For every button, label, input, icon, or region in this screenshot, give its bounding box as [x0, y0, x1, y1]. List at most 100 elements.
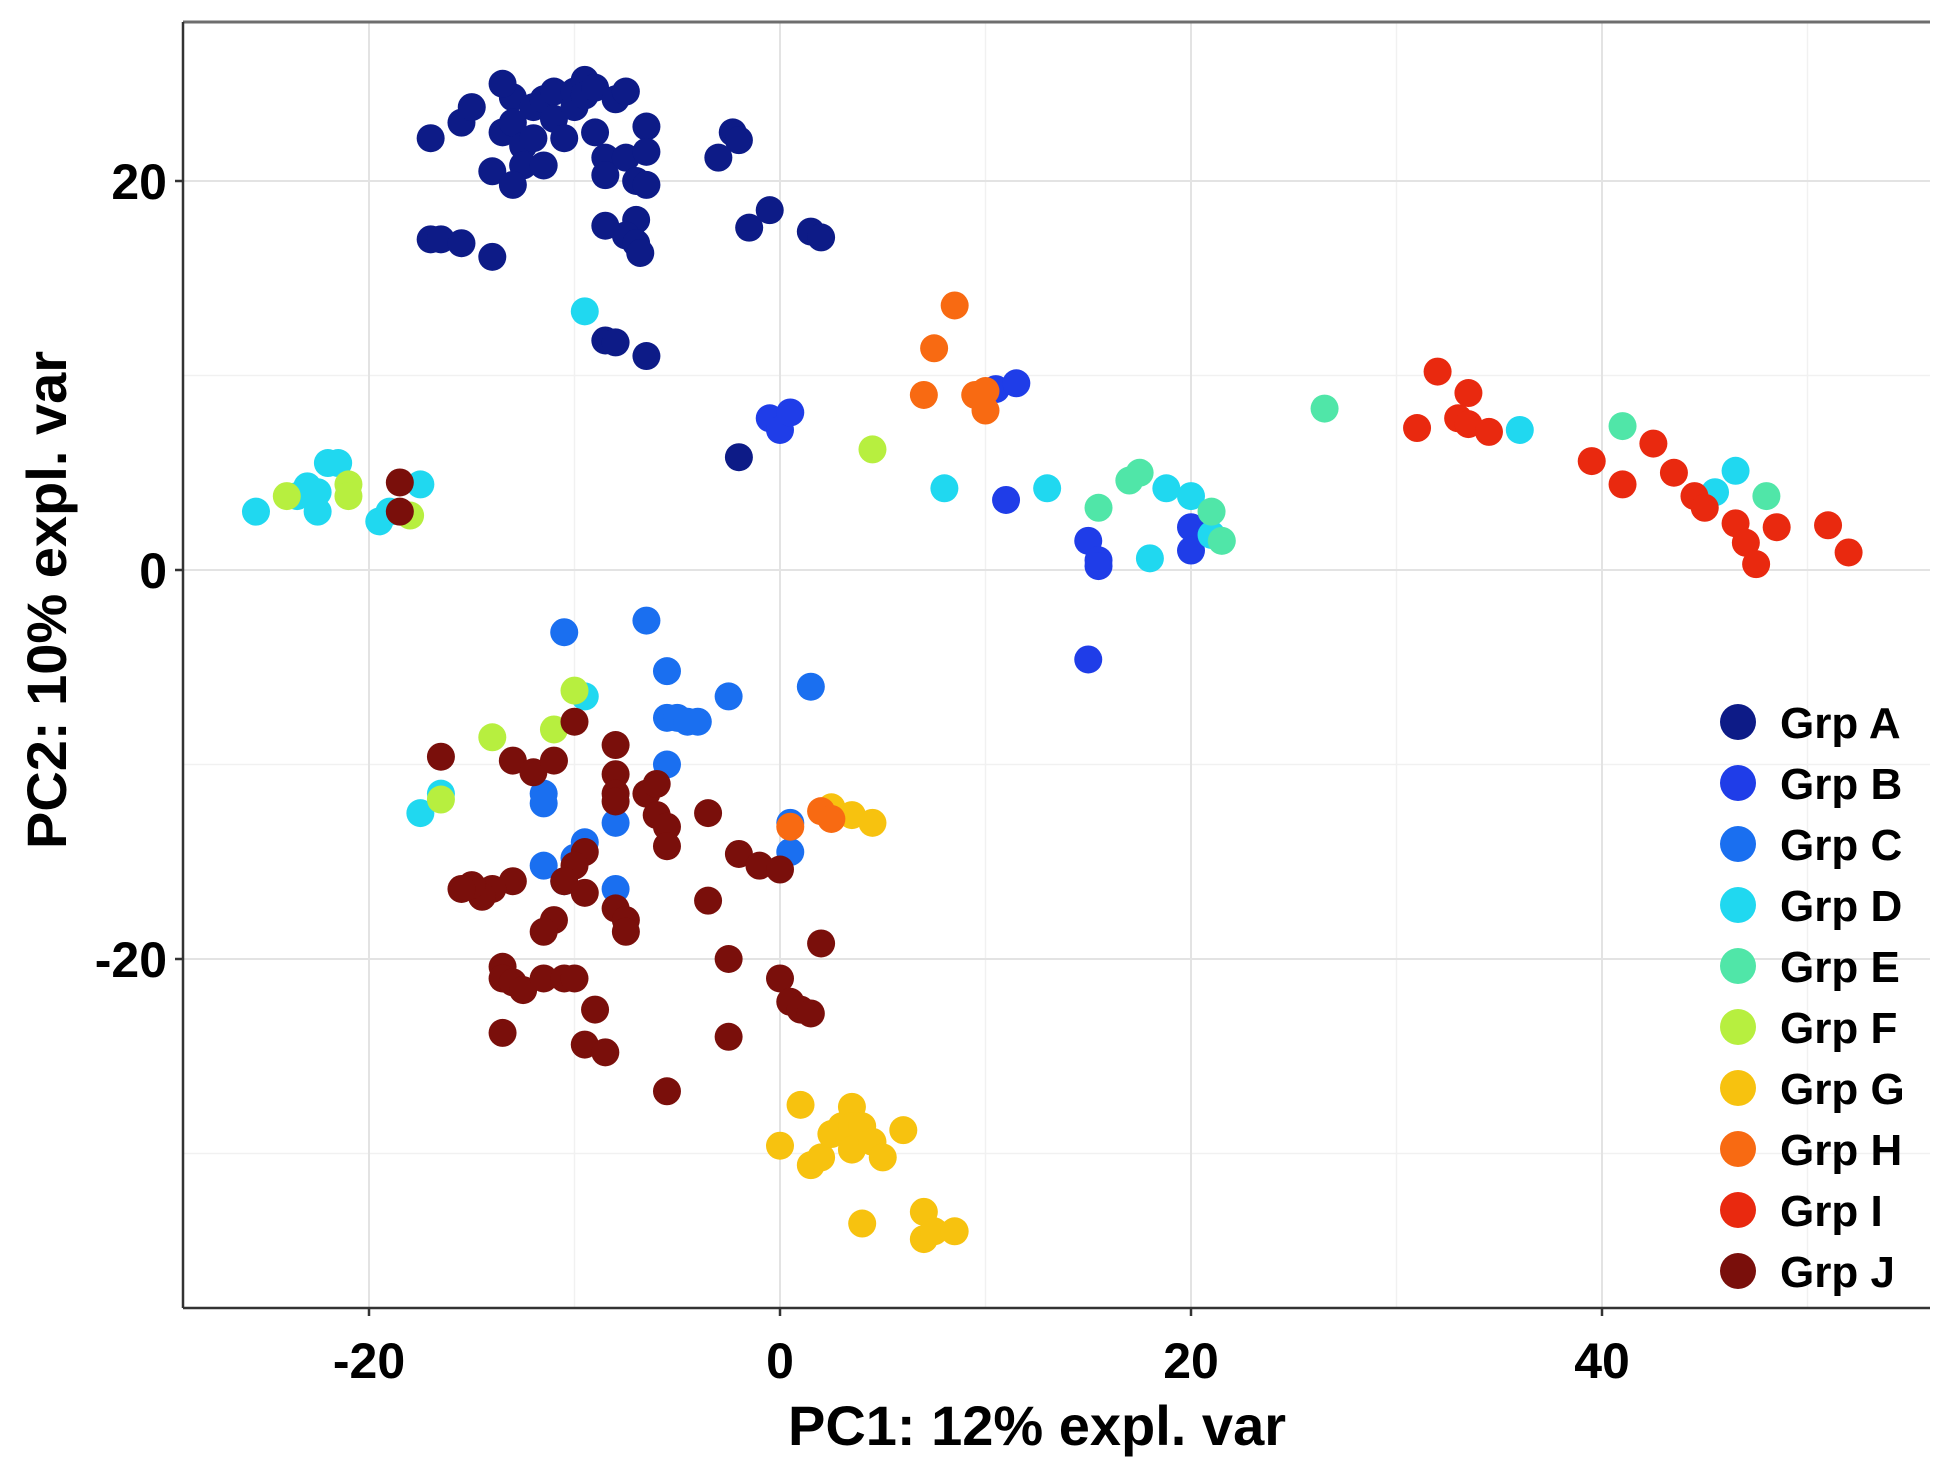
point-grp-i	[1762, 513, 1791, 542]
point-grp-j	[385, 497, 414, 526]
point-grp-j	[509, 976, 538, 1005]
point-grp-j	[611, 917, 640, 946]
point-grp-j	[642, 769, 671, 798]
point-grp-a	[591, 211, 620, 240]
point-grp-j	[560, 707, 589, 736]
point-grp-a	[581, 118, 610, 147]
point-grp-d	[1152, 474, 1181, 503]
point-grp-j	[724, 839, 753, 868]
data-points	[241, 65, 1863, 1254]
point-grp-a	[591, 161, 620, 190]
plot-frame	[181, 20, 1930, 1310]
point-grp-g	[920, 1217, 949, 1246]
point-grp-e	[1084, 493, 1113, 522]
legend-label-grp-h: Grp H	[1780, 1126, 1902, 1175]
point-grp-g	[807, 1143, 836, 1172]
point-grp-g	[858, 808, 887, 837]
point-grp-e	[1125, 458, 1154, 487]
legend-key-grp-b	[1720, 765, 1756, 801]
point-grp-d	[406, 799, 435, 828]
x-tick-label: 0	[766, 1333, 794, 1389]
grid-lines	[183, 22, 1930, 1308]
point-grp-j	[385, 468, 414, 497]
legend-key-grp-d	[1720, 887, 1756, 923]
point-grp-a	[519, 124, 548, 153]
x-tick-label: -20	[333, 1333, 405, 1389]
point-grp-a	[488, 69, 517, 98]
point-grp-a	[807, 223, 836, 252]
point-grp-j	[694, 886, 723, 915]
point-grp-b	[1074, 645, 1103, 674]
point-grp-e	[1752, 482, 1781, 511]
point-grp-d	[406, 470, 435, 499]
point-grp-g	[889, 1116, 918, 1145]
point-grp-f	[426, 785, 455, 814]
legend-key-grp-h	[1720, 1131, 1756, 1167]
point-grp-d	[241, 497, 270, 526]
point-grp-j	[529, 917, 558, 946]
point-grp-i	[1834, 538, 1863, 567]
point-grp-j	[652, 812, 681, 841]
point-grp-j	[652, 832, 681, 861]
legend-key-grp-j	[1720, 1253, 1756, 1289]
x-tick-label: 40	[1574, 1333, 1630, 1389]
point-grp-j	[581, 995, 610, 1024]
point-grp-j	[601, 731, 630, 760]
point-grp-j	[570, 878, 599, 907]
point-grp-h	[909, 380, 938, 409]
point-grp-c	[601, 874, 630, 903]
point-grp-a	[581, 73, 610, 102]
point-grp-d	[930, 474, 959, 503]
point-grp-d	[1177, 482, 1205, 511]
point-grp-c	[683, 707, 712, 736]
point-grp-d	[1135, 544, 1164, 573]
legend-label-grp-e: Grp E	[1780, 943, 1900, 992]
legend-label-grp-a: Grp A	[1780, 699, 1901, 748]
y-tick-label: 0	[139, 543, 167, 599]
point-grp-a	[724, 126, 753, 155]
point-grp-i	[1454, 379, 1483, 408]
point-grp-a	[478, 242, 507, 271]
point-grp-j	[694, 799, 723, 828]
point-grp-h	[776, 812, 805, 841]
point-grp-i	[1742, 550, 1771, 579]
legend-key-grp-c	[1720, 826, 1756, 862]
point-grp-j	[498, 746, 527, 775]
legend-key-grp-f	[1720, 1009, 1756, 1045]
axis-ticks: -20 0 20 40 -20 0 20	[95, 154, 1630, 1389]
legend-key-grp-g	[1720, 1070, 1756, 1106]
point-grp-b	[1177, 536, 1205, 565]
point-grp-b	[992, 485, 1021, 514]
point-grp-c	[529, 789, 558, 818]
point-grp-d	[1033, 474, 1062, 503]
point-grp-c	[652, 657, 681, 686]
point-grp-j	[591, 1038, 620, 1067]
point-grp-c	[714, 682, 743, 711]
point-grp-e	[1207, 526, 1236, 555]
point-grp-i	[1403, 414, 1432, 443]
point-grp-j	[714, 1022, 743, 1051]
point-grp-h	[971, 396, 1000, 425]
legend-label-grp-d: Grp D	[1780, 882, 1902, 931]
legend-label-grp-j: Grp J	[1780, 1248, 1895, 1297]
point-grp-i	[1690, 493, 1719, 522]
point-grp-j	[539, 746, 568, 775]
point-grp-h	[971, 377, 1000, 406]
legend: Grp A Grp B Grp C Grp D Grp E Grp F Grp G Grp H…	[1720, 699, 1905, 1297]
point-grp-a	[632, 137, 661, 166]
point-grp-j	[766, 855, 794, 884]
point-grp-a	[539, 77, 568, 106]
point-grp-d	[324, 449, 353, 478]
point-grp-d	[570, 297, 599, 326]
point-grp-e	[1310, 394, 1339, 423]
legend-label-grp-c: Grp C	[1780, 821, 1902, 870]
point-grp-a	[755, 196, 784, 225]
point-grp-f	[478, 723, 507, 752]
point-grp-g	[766, 1131, 794, 1160]
point-grp-a	[498, 108, 527, 137]
point-grp-g	[868, 1143, 897, 1172]
point-grp-a	[498, 170, 527, 199]
point-grp-j	[601, 760, 630, 789]
